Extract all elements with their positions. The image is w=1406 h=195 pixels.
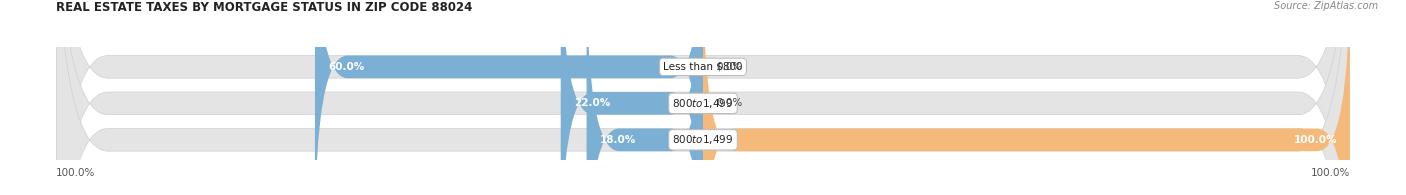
FancyBboxPatch shape [56, 0, 1350, 195]
FancyBboxPatch shape [56, 0, 1350, 195]
Text: 100.0%: 100.0% [1294, 135, 1337, 145]
Text: 22.0%: 22.0% [574, 98, 610, 108]
Text: 100.0%: 100.0% [56, 168, 96, 178]
FancyBboxPatch shape [561, 0, 703, 195]
Text: Source: ZipAtlas.com: Source: ZipAtlas.com [1274, 1, 1378, 11]
Legend: Without Mortgage, With Mortgage: Without Mortgage, With Mortgage [582, 194, 824, 195]
FancyBboxPatch shape [315, 0, 703, 195]
Text: 18.0%: 18.0% [599, 135, 636, 145]
Text: $800 to $1,499: $800 to $1,499 [672, 133, 734, 146]
Text: REAL ESTATE TAXES BY MORTGAGE STATUS IN ZIP CODE 88024: REAL ESTATE TAXES BY MORTGAGE STATUS IN … [56, 1, 472, 14]
Text: 60.0%: 60.0% [328, 62, 364, 72]
Text: 0.0%: 0.0% [716, 62, 742, 72]
Text: $800 to $1,499: $800 to $1,499 [672, 97, 734, 110]
Text: 0.0%: 0.0% [716, 98, 742, 108]
FancyBboxPatch shape [56, 0, 1350, 195]
Text: Less than $800: Less than $800 [664, 62, 742, 72]
FancyBboxPatch shape [586, 0, 703, 195]
Text: 100.0%: 100.0% [1310, 168, 1350, 178]
FancyBboxPatch shape [703, 0, 1350, 195]
